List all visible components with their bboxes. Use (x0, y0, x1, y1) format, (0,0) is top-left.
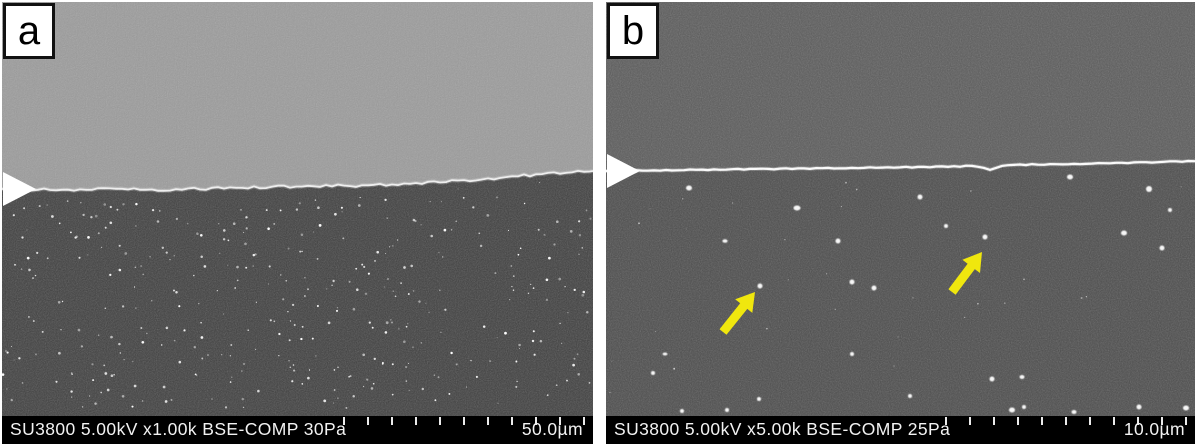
particle-arrow-icon (719, 292, 755, 335)
scale-tick (367, 417, 369, 425)
edge-marker-icon (3, 172, 36, 206)
edge-marker-icon (607, 154, 640, 188)
scale-tick (343, 417, 345, 425)
scale-tick (391, 417, 393, 425)
scale-tick (487, 417, 489, 425)
scale-bar-ticks-b (945, 417, 1187, 426)
panel-label-a: a (3, 3, 55, 59)
metadata-text-b: SU3800 5.00kV x5.00k BSE-COMP 25Pa (614, 419, 951, 439)
scale-tick (1065, 417, 1067, 425)
scale-tick (415, 417, 417, 425)
scale-bar-ticks-a (343, 417, 585, 426)
infobar-b: SU3800 5.00kV x5.00k BSE-COMP 25Pa 10.0µ… (606, 416, 1195, 444)
scale-tick (969, 417, 971, 425)
scale-tick (1089, 417, 1091, 425)
scale-tick (1041, 417, 1043, 425)
scale-tick (559, 417, 561, 425)
interface-line (606, 159, 1195, 173)
scale-label-b: 10.0µm (1123, 419, 1185, 439)
scale-label-a: 50.0µm (521, 419, 583, 439)
panel-label-b: b (607, 3, 659, 59)
scale-tick (535, 417, 537, 425)
scale-tick (1185, 417, 1187, 425)
panel-label-letter-a: a (17, 9, 41, 53)
scale-tick (1113, 417, 1115, 425)
bright-particles (651, 174, 1189, 414)
scale-tick (511, 417, 513, 425)
scale-tick (583, 417, 585, 425)
particle-arrow-icon (948, 252, 982, 295)
scale-tick (463, 417, 465, 425)
panel-b: SU3800 5.00kV x5.00k BSE-COMP 25Pa 10.0µ… (606, 2, 1195, 444)
precipitate-speckles (609, 181, 1182, 393)
scale-tick (1017, 417, 1019, 425)
sem-image-a (2, 2, 593, 416)
interface-line (2, 169, 593, 192)
sem-image-b (606, 2, 1195, 416)
precipitate-speckles (2, 182, 592, 409)
scale-tick (993, 417, 995, 425)
infobar-a: SU3800 5.00kV x1.00k BSE-COMP 30Pa 50.0µ… (2, 416, 593, 444)
scale-tick (1161, 417, 1163, 425)
panel-label-letter-b: b (621, 9, 645, 53)
film-grain (606, 2, 1195, 416)
annotation-arrows (719, 252, 982, 335)
panel-a: SU3800 5.00kV x1.00k BSE-COMP 30Pa 50.0µ… (2, 2, 593, 444)
scale-tick (439, 417, 441, 425)
metadata-text-a: SU3800 5.00kV x1.00k BSE-COMP 30Pa (10, 419, 347, 439)
scale-tick (1137, 417, 1139, 425)
scale-tick (945, 417, 947, 425)
